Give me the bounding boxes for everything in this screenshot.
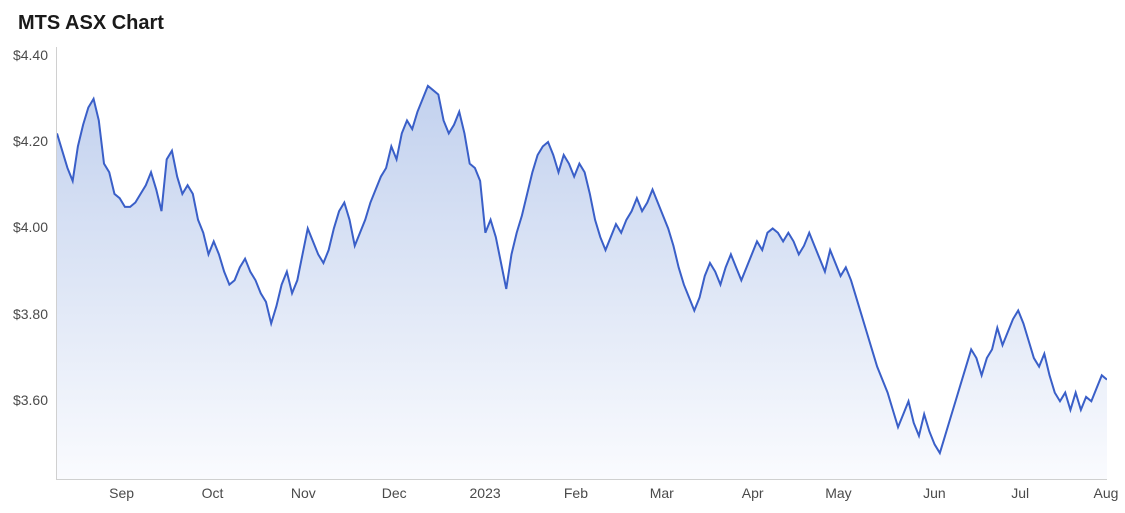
chart-container: $3.60 $3.80 $4.00 $4.20 $4.40 Sep Oct Nov Dec 20… bbox=[0, 43, 1125, 513]
chart-title: MTS ASX Chart bbox=[0, 0, 1125, 43]
y-tick-label: $3.80 bbox=[2, 306, 48, 322]
y-tick-label: $4.20 bbox=[2, 133, 48, 149]
x-tick-label: May bbox=[825, 485, 851, 501]
x-tick-label: Jun bbox=[923, 485, 946, 501]
x-tick-label: Jul bbox=[1011, 485, 1029, 501]
x-tick-label: Feb bbox=[564, 485, 588, 501]
y-tick-label: $3.60 bbox=[2, 392, 48, 408]
x-tick-label: 2023 bbox=[470, 485, 501, 501]
plot-area bbox=[56, 47, 1107, 480]
chart-svg bbox=[57, 47, 1107, 479]
x-tick-label: Aug bbox=[1094, 485, 1119, 501]
y-tick-label: $4.00 bbox=[2, 219, 48, 235]
x-tick-label: Oct bbox=[202, 485, 224, 501]
x-tick-label: Nov bbox=[291, 485, 316, 501]
x-tick-label: Apr bbox=[742, 485, 764, 501]
y-tick-label: $4.40 bbox=[2, 47, 48, 63]
x-tick-label: Dec bbox=[382, 485, 407, 501]
x-tick-label: Mar bbox=[650, 485, 674, 501]
x-tick-label: Sep bbox=[109, 485, 134, 501]
